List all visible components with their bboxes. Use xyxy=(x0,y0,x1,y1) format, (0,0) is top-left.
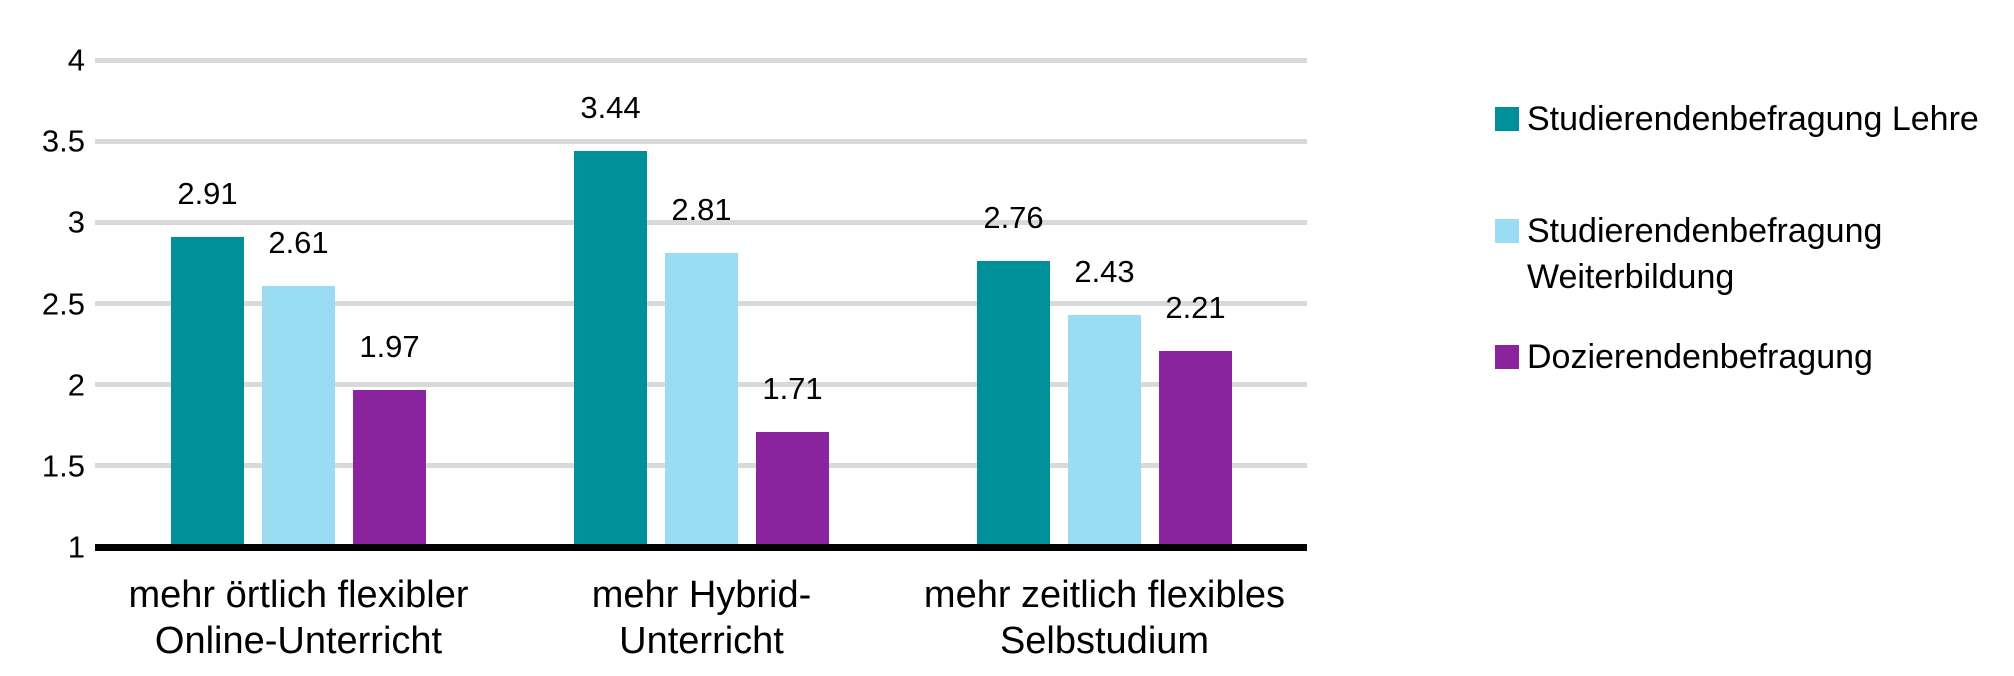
y-axis-tick-label: 4 xyxy=(67,42,85,78)
bar-value-label: 1.97 xyxy=(359,328,420,364)
legend-label-line: Weiterbildung xyxy=(1527,258,1735,296)
y-axis-tick-label: 3.5 xyxy=(41,123,85,159)
legend-label-line: Studierendenbefragung Lehre xyxy=(1527,100,1979,138)
y-axis-tick-label: 2.5 xyxy=(41,286,85,321)
bar xyxy=(262,285,335,547)
x-axis-category-label-line: Unterricht xyxy=(619,620,784,662)
legend-label: Studierendenbefragung Weiterbildung xyxy=(1527,208,1882,300)
gridline xyxy=(95,57,1307,63)
legend: Studierendenbefragung Lehre Studierendenb… xyxy=(1495,0,2014,676)
legend-label-line: Studierendenbefragung xyxy=(1527,212,1883,250)
x-axis-category-label-line: mehr Hybrid- xyxy=(591,574,812,616)
y-axis-tick-label: 3 xyxy=(67,204,85,240)
legend-label: Studierendenbefragung Lehre xyxy=(1527,96,1979,142)
bar-value-label: 2.81 xyxy=(671,192,732,228)
bar xyxy=(756,431,829,547)
plot-area: 4 3.5 3 2.5 2 1.5 1 2.91 3.44 2.76 2.61 2.81 2.43 1.9… xyxy=(41,42,1355,664)
x-axis-category-label-line: Online-Unterricht xyxy=(154,620,443,662)
x-axis-baseline xyxy=(95,543,1307,551)
y-axis-tick-label: 1 xyxy=(67,529,85,565)
legend-swatch xyxy=(1495,219,1519,243)
bar xyxy=(171,236,244,547)
gridline xyxy=(95,138,1307,144)
bar-value-label: 2.21 xyxy=(1165,289,1226,325)
bar xyxy=(1159,350,1232,547)
y-axis-tick-label: 1.5 xyxy=(41,448,85,484)
x-axis-category-label-line: mehr örtlich flexibler xyxy=(128,574,469,616)
legend-label: Dozierendenbefragung xyxy=(1527,334,1873,380)
y-axis-tick-label: 2 xyxy=(67,367,85,403)
x-axis-category-label: mehr örtlich flexibler Online-Unterricht xyxy=(49,572,549,664)
bar xyxy=(665,253,738,547)
bar xyxy=(1068,314,1141,547)
bar-value-label: 2.43 xyxy=(1074,253,1135,289)
bar-value-label: 2.61 xyxy=(268,224,329,260)
bar xyxy=(353,389,426,547)
x-axis-category-label: mehr Hybrid- Unterricht xyxy=(452,572,952,664)
bar-value-label: 2.76 xyxy=(983,200,1044,236)
legend-swatch xyxy=(1495,345,1519,369)
bar xyxy=(574,150,647,547)
bar xyxy=(977,261,1050,547)
bar-value-label: 2.91 xyxy=(177,175,238,211)
legend-label-line: Dozierendenbefragung xyxy=(1527,338,1873,376)
x-axis-category-label-line: Selbstudium xyxy=(999,620,1210,662)
x-axis-category-label: mehr zeitlich flexibles Selbstudium xyxy=(855,572,1355,664)
x-axis-category-label-line: mehr zeitlich flexibles xyxy=(923,574,1286,616)
legend-swatch xyxy=(1495,107,1519,131)
bar-value-label: 3.44 xyxy=(580,89,641,125)
gridline xyxy=(95,219,1307,225)
bar-value-label: 1.71 xyxy=(762,370,823,406)
